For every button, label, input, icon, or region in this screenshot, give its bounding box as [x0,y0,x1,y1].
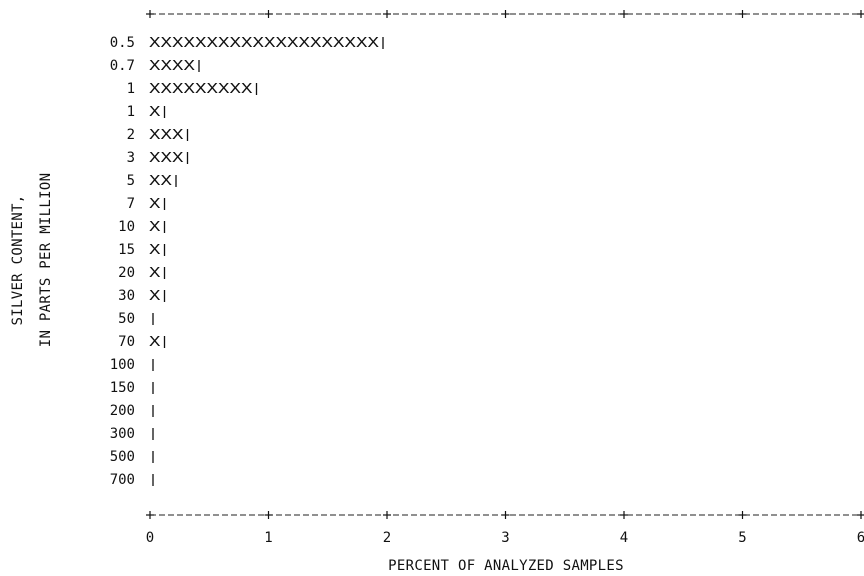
bar: XXX [149,150,184,167]
bar: X [149,242,161,259]
category-label: 0.5 [110,35,135,51]
bar: XXX [149,127,184,144]
category-label: 5 [127,173,135,189]
bar: X [149,196,161,213]
category-label: 10 [118,219,135,235]
category-label: 70 [118,334,135,350]
bar: X [149,219,161,236]
bar: X [149,265,161,282]
x-tick-label: 0 [146,530,154,546]
category-label: 3 [127,150,135,166]
category-label: 1 [127,104,135,120]
x-tick-labels: 0 1 2 3 4 5 6 [146,530,864,546]
x-tick-label: 2 [383,530,391,546]
bar: X [149,334,161,351]
category-label: 150 [110,380,135,396]
category-label: 100 [110,357,135,373]
category-label: 50 [118,311,135,327]
category-label: 0.7 [110,58,135,74]
x-tick-label: 1 [264,530,272,546]
top-axis [146,10,864,18]
category-label: 15 [118,242,135,258]
bar: X [149,288,161,305]
category-label: 2 [127,127,135,143]
x-tick-label: 5 [738,530,746,546]
x-axis-title: PERCENT OF ANALYZED SAMPLES [388,558,624,574]
bar: XXXXXXXXX [149,81,253,98]
bottom-axis [146,511,864,519]
category-label: 20 [118,265,135,281]
bar: XXXXXXXXXXXXXXXXXXXX [149,35,379,52]
x-tick-label: 3 [501,530,509,546]
x-tick-label: 6 [857,530,864,546]
bar: XXXX [149,58,195,75]
category-labels: 0.5 0.7 1 1 2 3 5 7 10 15 20 30 50 70 100 150 200 300 500 7… [110,35,135,488]
bar: X [149,104,161,121]
y-axis-title-line: SILVER CONTENT, [10,195,26,326]
bar: XX [149,173,172,190]
bars: XXXXXXXXXXXXXXXXXXXXXXXXXXXXXXXXXXXXXXXX… [149,35,384,486]
x-tick-label: 4 [620,530,628,546]
category-label: 700 [110,472,135,488]
y-axis-title-line: IN PARTS PER MILLION [38,173,54,348]
y-axis-title: SILVER CONTENT, IN PARTS PER MILLION [10,173,54,348]
category-label: 7 [127,196,135,212]
category-label: 30 [118,288,135,304]
category-label: 200 [110,403,135,419]
category-label: 300 [110,426,135,442]
category-label: 500 [110,449,135,465]
category-label: 1 [127,81,135,97]
